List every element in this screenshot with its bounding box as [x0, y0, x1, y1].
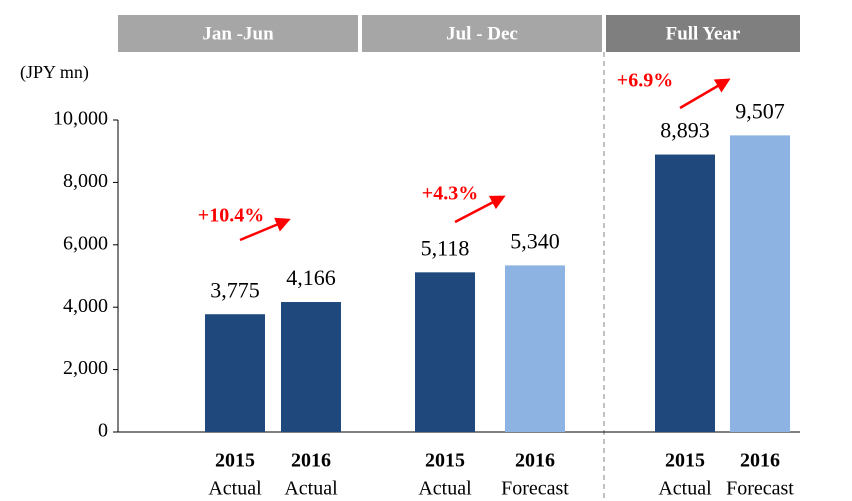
year-label: 2015: [425, 450, 465, 472]
kind-label: Actual: [208, 478, 262, 500]
kind-label: Actual: [284, 478, 338, 500]
value-label: 5,118: [421, 235, 470, 260]
period-header: [118, 15, 358, 52]
year-label: 2016: [515, 450, 555, 472]
year-label: 2016: [740, 450, 780, 472]
y-tick-label: 4,000: [63, 295, 108, 317]
growth-arrow: [454, 195, 506, 224]
bar: [730, 135, 790, 433]
year-label: 2016: [291, 450, 331, 472]
kind-label: Actual: [418, 478, 472, 500]
growth-label: +4.3%: [422, 183, 478, 205]
growth-arrow: [679, 78, 731, 110]
year-label: 2015: [665, 450, 705, 472]
y-tick-label: 10,000: [53, 108, 108, 130]
growth-label: +10.4%: [198, 205, 264, 227]
value-label: 8,893: [660, 118, 710, 143]
growth-label: +6.9%: [617, 70, 673, 92]
y-tick-label: 8,000: [63, 170, 108, 192]
y-tick-label: 0: [98, 420, 108, 442]
y-tick-label: 2,000: [63, 357, 108, 379]
bar: [655, 154, 715, 433]
kind-label: Forecast: [501, 478, 569, 500]
bar: [281, 302, 341, 432]
unit-label: (JPY mn): [20, 62, 89, 83]
bar: [505, 265, 565, 432]
kind-label: Forecast: [726, 478, 794, 500]
period-header: [606, 15, 800, 52]
value-label: 5,340: [510, 228, 560, 253]
bar: [415, 272, 475, 432]
year-label: 2015: [215, 450, 255, 472]
value-label: 9,507: [735, 98, 785, 123]
y-tick-label: 6,000: [63, 232, 108, 254]
kind-label: Actual: [658, 478, 712, 500]
period-label: Full Year: [666, 23, 741, 44]
period-header: [362, 15, 602, 52]
period-label: Jul - Dec: [446, 23, 518, 44]
value-label: 4,166: [286, 265, 336, 290]
growth-arrow: [239, 217, 291, 242]
period-label: Jan -Jun: [202, 23, 274, 44]
value-label: 3,775: [210, 277, 260, 302]
bar: [205, 314, 265, 432]
